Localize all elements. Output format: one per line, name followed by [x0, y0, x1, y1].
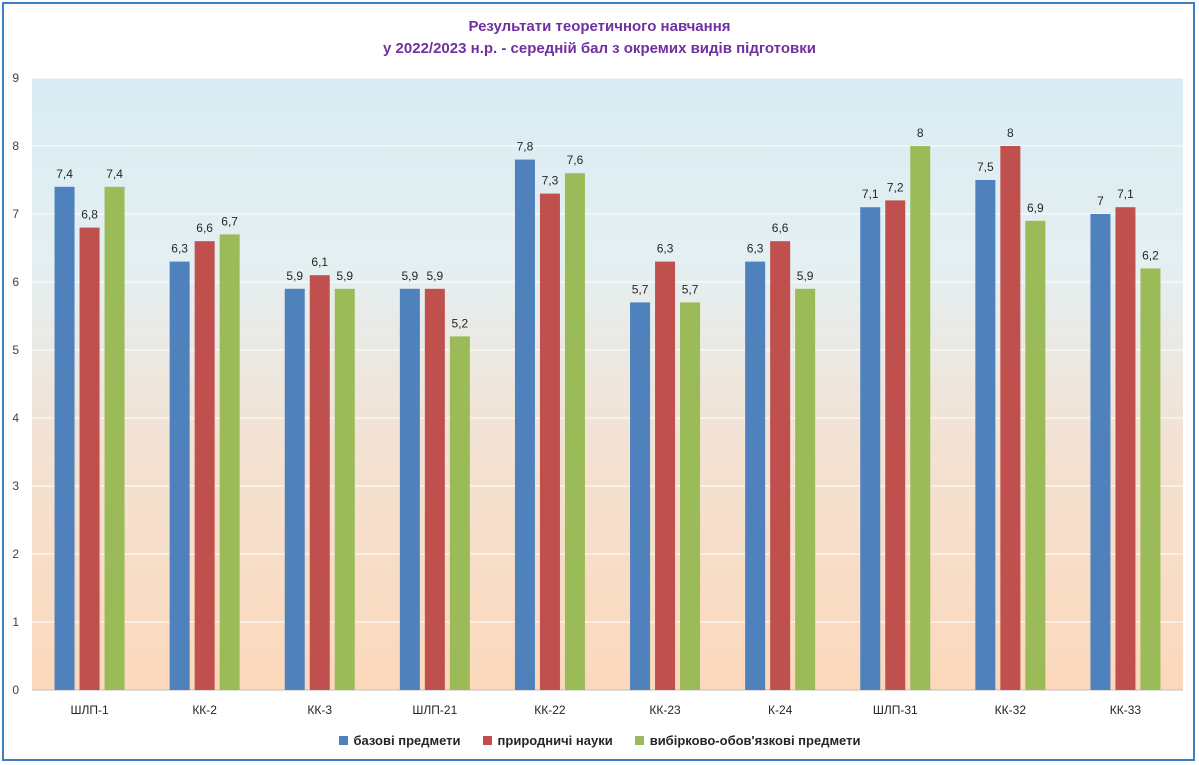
- x-tick-label: ШЛП-31: [873, 703, 918, 717]
- bar: [1000, 146, 1021, 690]
- x-tick-label: КК-3: [307, 703, 332, 717]
- data-label: 6,9: [1027, 201, 1044, 215]
- bar: [194, 241, 215, 690]
- bar: [770, 241, 791, 690]
- data-label: 6,3: [747, 242, 764, 256]
- y-tick-label: 9: [12, 71, 19, 85]
- legend-item: вибірково-обов'язкові предмети: [634, 733, 861, 748]
- data-label: 6,6: [196, 221, 213, 235]
- legend-swatch: [482, 736, 492, 745]
- y-tick-label: 0: [12, 683, 19, 697]
- data-label: 7,2: [887, 180, 904, 194]
- data-label: 7,4: [56, 167, 73, 181]
- data-label: 8: [1007, 126, 1014, 140]
- bar: [284, 288, 305, 690]
- bar: [1140, 268, 1161, 690]
- x-tick-label: ШЛП-1: [70, 703, 108, 717]
- data-label: 6,1: [311, 255, 328, 269]
- legend-label: вибірково-обов'язкові предмети: [649, 733, 861, 748]
- x-tick-label: КК-23: [649, 703, 681, 717]
- data-label: 5,9: [336, 269, 353, 283]
- bar: [630, 302, 651, 690]
- y-tick-label: 7: [12, 207, 19, 221]
- chart-title: Результати теоретичного навчання: [468, 18, 731, 35]
- bar: [1090, 214, 1111, 690]
- bar: [54, 186, 75, 691]
- bar: [910, 146, 931, 690]
- data-label: 7,5: [977, 160, 994, 174]
- legend-item: природничі науки: [482, 733, 613, 748]
- bar: [449, 336, 470, 690]
- bar: [795, 288, 816, 690]
- bar: [745, 261, 766, 690]
- legend: базові предмети природничі науки вибірково…: [0, 733, 1199, 748]
- data-label: 6,7: [221, 214, 238, 228]
- data-label: 7,4: [106, 167, 123, 181]
- data-label: 7,6: [567, 153, 584, 167]
- legend-label: природничі науки: [497, 733, 613, 748]
- bar: [1025, 220, 1046, 691]
- data-label: 6,3: [171, 242, 188, 256]
- data-label: 5,9: [286, 269, 303, 283]
- x-tick-label: КК-32: [995, 703, 1027, 717]
- bar: [655, 261, 676, 690]
- data-label: 7: [1097, 194, 1104, 208]
- data-label: 5,9: [427, 269, 444, 283]
- bar: [514, 159, 535, 691]
- x-tick-label: ШЛП-21: [412, 703, 457, 717]
- bar: [219, 234, 240, 690]
- bar: [539, 193, 560, 690]
- chart-subtitle: у 2022/2023 н.р. - середній бал з окреми…: [383, 40, 816, 57]
- y-tick-label: 6: [12, 275, 19, 289]
- legend-item: базові предмети: [338, 733, 461, 748]
- legend-label: базові предмети: [353, 733, 461, 748]
- data-label: 5,7: [682, 282, 699, 296]
- x-tick-label: КК-33: [1110, 703, 1142, 717]
- bar: [79, 227, 100, 690]
- x-tick-label: К-24: [768, 703, 793, 717]
- data-label: 5,7: [632, 282, 649, 296]
- bar: [885, 200, 906, 690]
- legend-swatch: [634, 736, 644, 745]
- y-tick-label: 8: [12, 139, 19, 153]
- y-tick-label: 4: [12, 411, 19, 425]
- bar: [975, 180, 996, 690]
- bar: [564, 173, 585, 690]
- y-tick-label: 1: [12, 615, 19, 629]
- bar: [309, 275, 330, 690]
- data-label: 8: [917, 126, 924, 140]
- x-tick-label: КК-2: [192, 703, 217, 717]
- data-label: 5,9: [797, 269, 814, 283]
- y-tick-label: 2: [12, 547, 19, 561]
- x-tick-label: КК-22: [534, 703, 566, 717]
- bar: [680, 302, 701, 690]
- bar: [424, 288, 445, 690]
- data-label: 7,1: [1117, 187, 1134, 201]
- bar: [334, 288, 355, 690]
- data-label: 5,9: [402, 269, 419, 283]
- y-tick-label: 3: [12, 479, 19, 493]
- bar: [860, 207, 881, 690]
- data-label: 7,8: [517, 140, 534, 154]
- bar: [104, 186, 125, 691]
- data-label: 5,2: [452, 316, 469, 330]
- legend-swatch: [338, 736, 348, 745]
- data-label: 7,3: [542, 174, 559, 188]
- data-label: 7,1: [862, 187, 879, 201]
- data-label: 6,3: [657, 242, 674, 256]
- bar: [399, 288, 420, 690]
- data-label: 6,6: [772, 221, 789, 235]
- y-tick-label: 5: [12, 343, 19, 357]
- bar: [1115, 207, 1136, 690]
- data-label: 6,8: [81, 208, 98, 222]
- data-label: 6,2: [1142, 248, 1159, 262]
- bar: [169, 261, 190, 690]
